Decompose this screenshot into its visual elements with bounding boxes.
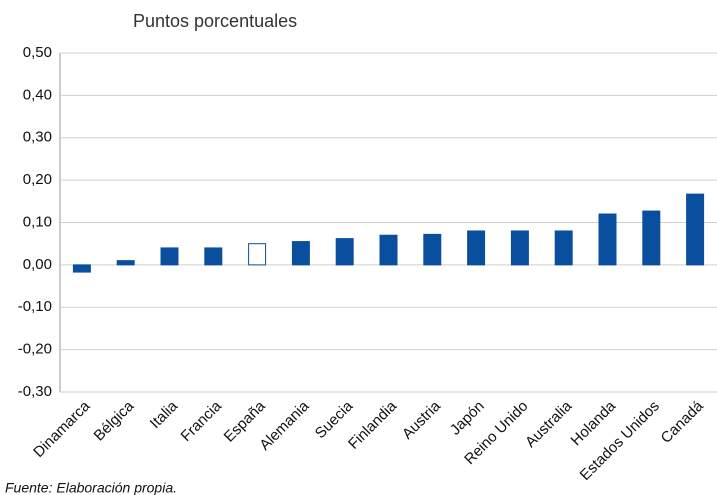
y-tick-label: 0,10 — [23, 213, 52, 230]
bar — [510, 230, 529, 266]
y-tick-label: 0,30 — [23, 129, 52, 146]
chart-subtitle: Puntos porcentuales — [133, 11, 297, 31]
y-tick-label: 0,50 — [23, 44, 52, 61]
x-tick-label: Bélgica — [91, 397, 138, 444]
bar — [291, 241, 310, 266]
bar — [335, 238, 354, 266]
y-tick-label: -0,30 — [18, 383, 52, 400]
bar — [686, 193, 705, 266]
bar — [642, 210, 661, 266]
x-tick-label: Australia — [522, 397, 576, 451]
bar — [116, 260, 135, 266]
x-tick-label: Japón — [447, 398, 488, 439]
y-tick-label: 0,00 — [23, 256, 52, 273]
bar — [423, 233, 442, 266]
bar — [554, 230, 573, 266]
y-tick-label: -0,20 — [18, 341, 52, 358]
y-tick-label: -0,10 — [18, 298, 52, 315]
x-tick-label: Estados Unidos — [577, 398, 663, 484]
bar — [160, 247, 179, 266]
source-note: Fuente: Elaboración propia. — [5, 480, 177, 495]
x-tick-label: Austria — [399, 397, 444, 442]
bar — [379, 234, 398, 266]
bar — [204, 247, 223, 266]
bar — [467, 230, 486, 266]
x-tick-label: Finlandia — [345, 397, 401, 453]
x-tick-label: Alemania — [256, 397, 313, 454]
bar — [248, 243, 267, 266]
x-tick-label: Italia — [147, 397, 182, 432]
y-tick-label: 0,20 — [23, 171, 52, 188]
y-tick-label: 0,40 — [23, 86, 52, 103]
x-tick-label: Francia — [178, 397, 226, 445]
x-tick-label: Canadá — [658, 397, 708, 447]
bar — [72, 264, 91, 273]
x-tick-label: Dinamarca — [30, 397, 94, 461]
bar — [598, 213, 617, 266]
